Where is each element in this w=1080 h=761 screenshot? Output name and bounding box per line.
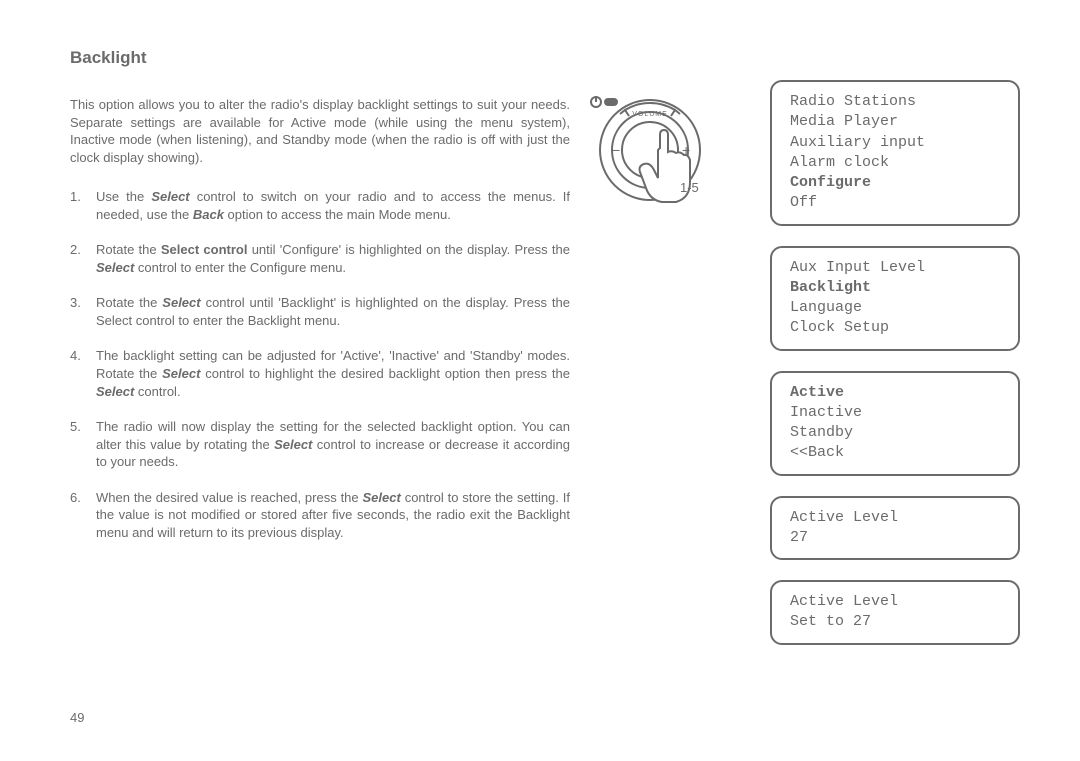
select-bold: Select [363, 490, 401, 505]
step-2: Rotate the Select control until 'Configu… [70, 241, 570, 276]
step-text: control. [134, 384, 180, 399]
step-text: option to access the main Mode menu. [224, 207, 451, 222]
select-control-bold: Select control [161, 242, 248, 257]
select-bold: Select [96, 384, 134, 399]
menu-item: Auxiliary input [790, 133, 1000, 153]
menu-backlight: Active Inactive Standby <<Back [770, 371, 1020, 476]
page-number: 49 [70, 710, 84, 725]
step-text: When the desired value is reached, press… [96, 490, 363, 505]
menu-main: Radio Stations Media Player Auxiliary in… [770, 80, 1020, 226]
knob-step-label: 1-5 [680, 180, 699, 195]
select-bold: Select [162, 295, 200, 310]
menu-configure: Aux Input Level Backlight Language Clock… [770, 246, 1020, 351]
back-bold: Back [193, 207, 224, 222]
menu-active-level: Active Level 27 [770, 496, 1020, 561]
steps-list: Use the Select control to switch on your… [70, 188, 570, 541]
volume-label: VOLUME [632, 111, 668, 118]
step-text: control to enter the Configure menu. [134, 260, 346, 275]
knob-svg: − + VOLUME 1-5 [590, 90, 740, 240]
step-text: Rotate the [96, 295, 162, 310]
menu-item-configure: Configure [790, 173, 1000, 193]
page-title: Backlight [70, 48, 570, 68]
left-column: Backlight This option allows you to alte… [70, 48, 570, 559]
manual-page: Backlight This option allows you to alte… [0, 0, 1080, 761]
select-bold: Select [151, 189, 189, 204]
menu-value: Set to 27 [790, 612, 1000, 632]
menu-active-level-set: Active Level Set to 27 [770, 580, 1020, 645]
menu-item-active: Active [790, 383, 1000, 403]
select-bold: Select [162, 366, 200, 381]
menu-item: Alarm clock [790, 153, 1000, 173]
minus-icon: − [612, 142, 620, 158]
menu-item: Inactive [790, 403, 1000, 423]
display-menus: Radio Stations Media Player Auxiliary in… [770, 80, 1020, 665]
step-4: The backlight setting can be adjusted fo… [70, 347, 570, 400]
step-5: The radio will now display the setting f… [70, 418, 570, 471]
menu-item: Language [790, 298, 1000, 318]
menu-line: Active Level [790, 592, 1000, 612]
select-bold: Select [274, 437, 312, 452]
menu-item: Media Player [790, 112, 1000, 132]
volume-knob-diagram: − + VOLUME 1-5 [590, 90, 730, 230]
intro-paragraph: This option allows you to alter the radi… [70, 96, 570, 166]
step-1: Use the Select control to switch on your… [70, 188, 570, 223]
step-3: Rotate the Select control until 'Backlig… [70, 294, 570, 329]
step-text: until 'Configure' is highlighted on the … [247, 242, 570, 257]
step-text: Rotate the [96, 242, 161, 257]
menu-item: Radio Stations [790, 92, 1000, 112]
menu-item: Aux Input Level [790, 258, 1000, 278]
menu-item-back: <<Back [790, 443, 1000, 463]
menu-item-backlight: Backlight [790, 278, 1000, 298]
menu-item: Clock Setup [790, 318, 1000, 338]
step-text: Use the [96, 189, 151, 204]
menu-line: Active Level [790, 508, 1000, 528]
step-6: When the desired value is reached, press… [70, 489, 570, 542]
select-bold: Select [96, 260, 134, 275]
menu-item: Off [790, 193, 1000, 213]
step-text: control to highlight the desired backlig… [200, 366, 570, 381]
menu-item: Standby [790, 423, 1000, 443]
menu-value: 27 [790, 528, 1000, 548]
